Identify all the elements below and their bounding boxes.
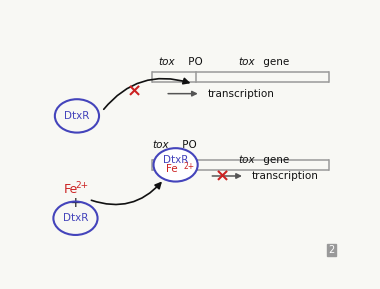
Text: tox: tox	[238, 155, 255, 165]
Text: PO: PO	[185, 58, 203, 68]
Text: DtxR: DtxR	[64, 111, 90, 121]
Text: transcription: transcription	[208, 89, 275, 99]
Text: ×: ×	[215, 167, 230, 185]
Text: tox: tox	[158, 58, 174, 68]
Text: gene: gene	[260, 58, 289, 68]
Text: tox: tox	[152, 140, 169, 150]
Text: 2+: 2+	[75, 181, 88, 190]
Text: 2: 2	[328, 245, 335, 255]
Circle shape	[154, 148, 198, 181]
Text: Fe: Fe	[64, 183, 78, 196]
Text: 2+: 2+	[184, 162, 195, 171]
Text: DtxR: DtxR	[63, 213, 88, 223]
Text: PO: PO	[179, 140, 197, 150]
Text: DtxR: DtxR	[163, 155, 188, 165]
Text: ×: ×	[127, 82, 142, 100]
Text: transcription: transcription	[252, 171, 319, 181]
Text: +: +	[70, 196, 81, 210]
Text: gene: gene	[260, 155, 289, 165]
Text: tox: tox	[238, 58, 255, 68]
Text: Fe: Fe	[166, 164, 178, 174]
